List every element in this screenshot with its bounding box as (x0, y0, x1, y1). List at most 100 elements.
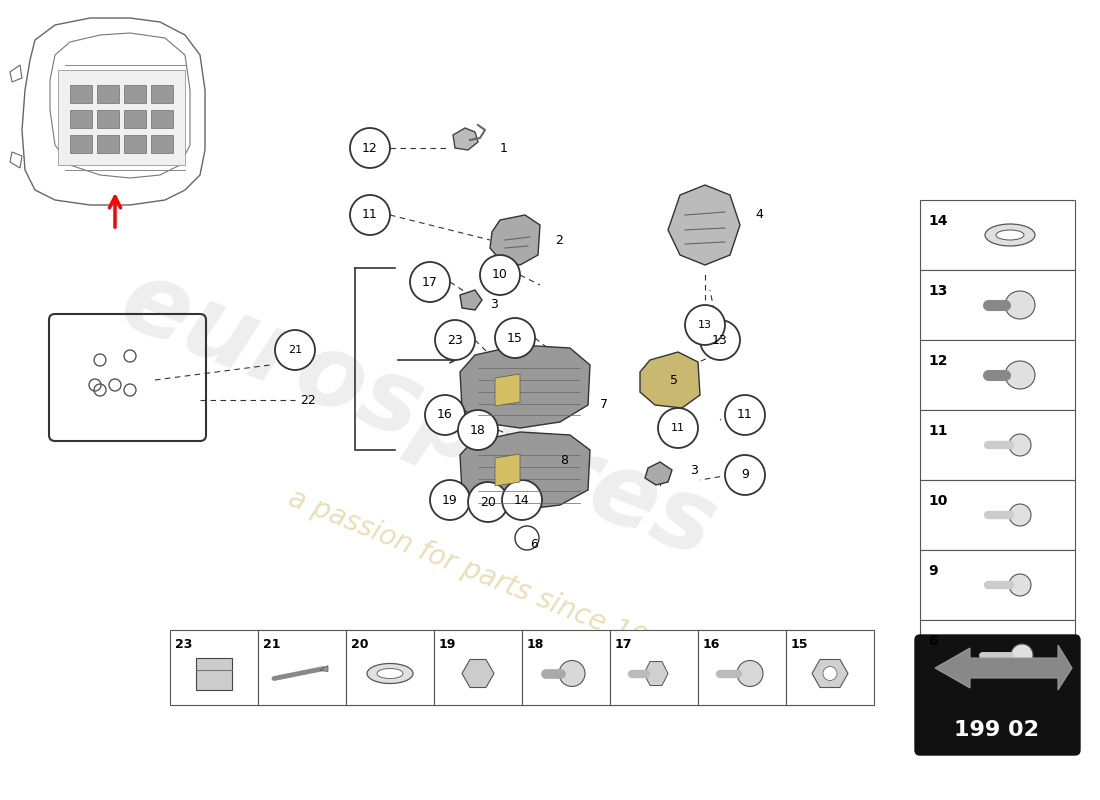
Bar (920, 270, 1075, 340)
Text: 1: 1 (500, 142, 508, 154)
Bar (610, 630, 698, 705)
Bar (196, 658, 232, 690)
Bar (258, 630, 346, 705)
Circle shape (700, 320, 740, 360)
Text: 4: 4 (755, 209, 763, 222)
Text: 2: 2 (556, 234, 563, 246)
Circle shape (434, 320, 475, 360)
Polygon shape (460, 290, 482, 310)
Text: 13: 13 (698, 320, 712, 330)
Text: 21: 21 (263, 638, 280, 651)
Text: 19: 19 (439, 638, 456, 651)
Polygon shape (320, 666, 328, 671)
Text: 22: 22 (300, 394, 316, 406)
Circle shape (725, 455, 764, 495)
Polygon shape (490, 215, 540, 265)
Ellipse shape (1009, 574, 1031, 596)
Text: 6: 6 (928, 634, 937, 648)
Text: 18: 18 (527, 638, 544, 651)
Circle shape (480, 255, 520, 295)
Bar (124, 85, 146, 103)
Text: 5: 5 (670, 374, 678, 386)
Circle shape (425, 395, 465, 435)
Polygon shape (460, 432, 590, 510)
Text: 20: 20 (351, 638, 369, 651)
Ellipse shape (996, 230, 1024, 240)
Ellipse shape (377, 669, 403, 678)
Bar (698, 630, 786, 705)
Circle shape (468, 482, 508, 522)
Ellipse shape (1005, 361, 1035, 389)
Bar (70, 110, 92, 128)
Ellipse shape (984, 224, 1035, 246)
Text: 12: 12 (362, 142, 378, 154)
Polygon shape (645, 462, 672, 485)
Text: 17: 17 (615, 638, 632, 651)
Circle shape (685, 305, 725, 345)
Bar (151, 85, 173, 103)
Bar (70, 135, 92, 153)
Circle shape (410, 262, 450, 302)
Bar (70, 85, 92, 103)
Bar (522, 630, 611, 705)
Ellipse shape (1011, 644, 1033, 666)
Circle shape (430, 480, 470, 520)
Text: 6: 6 (530, 538, 538, 551)
Text: 21: 21 (288, 345, 302, 355)
Polygon shape (495, 454, 520, 486)
Text: 16: 16 (703, 638, 720, 651)
Polygon shape (812, 659, 848, 687)
Text: 10: 10 (492, 269, 508, 282)
Bar (920, 340, 1075, 410)
Polygon shape (935, 645, 1072, 690)
Text: 3: 3 (690, 463, 697, 477)
Bar (151, 135, 173, 153)
Ellipse shape (559, 661, 585, 686)
Text: 17: 17 (422, 275, 438, 289)
Text: 11: 11 (737, 409, 752, 422)
Text: 18: 18 (470, 423, 486, 437)
Circle shape (658, 408, 698, 448)
Polygon shape (462, 659, 494, 687)
Bar (170, 630, 258, 705)
Text: 12: 12 (928, 354, 947, 368)
Text: 15: 15 (791, 638, 808, 651)
Text: 3: 3 (490, 298, 498, 311)
Polygon shape (453, 128, 478, 150)
Ellipse shape (1009, 434, 1031, 456)
Text: 23: 23 (175, 638, 192, 651)
Bar (151, 110, 173, 128)
Bar (124, 110, 146, 128)
Ellipse shape (367, 663, 412, 683)
Text: 13: 13 (928, 284, 947, 298)
Text: 14: 14 (514, 494, 530, 506)
Bar (97, 135, 119, 153)
Bar (434, 630, 522, 705)
Circle shape (350, 128, 390, 168)
Text: 10: 10 (928, 494, 947, 508)
Text: 11: 11 (362, 209, 378, 222)
Bar (920, 200, 1075, 270)
Circle shape (350, 195, 390, 235)
Text: 16: 16 (437, 409, 453, 422)
Text: 8: 8 (560, 454, 568, 466)
Bar (97, 110, 119, 128)
Polygon shape (460, 345, 590, 428)
Ellipse shape (1009, 504, 1031, 526)
Text: 13: 13 (712, 334, 728, 346)
Ellipse shape (823, 666, 837, 681)
Polygon shape (640, 352, 700, 408)
Circle shape (502, 480, 542, 520)
Text: a passion for parts since 1985: a passion for parts since 1985 (284, 485, 684, 667)
Bar (346, 630, 434, 705)
Text: eurospares: eurospares (107, 253, 729, 579)
Text: 23: 23 (447, 334, 463, 346)
Bar (920, 480, 1075, 550)
Text: 11: 11 (928, 424, 947, 438)
Circle shape (458, 410, 498, 450)
Bar (920, 620, 1075, 690)
Text: 11: 11 (671, 423, 685, 433)
FancyBboxPatch shape (915, 635, 1080, 755)
Text: 14: 14 (928, 214, 947, 228)
Polygon shape (644, 662, 668, 686)
